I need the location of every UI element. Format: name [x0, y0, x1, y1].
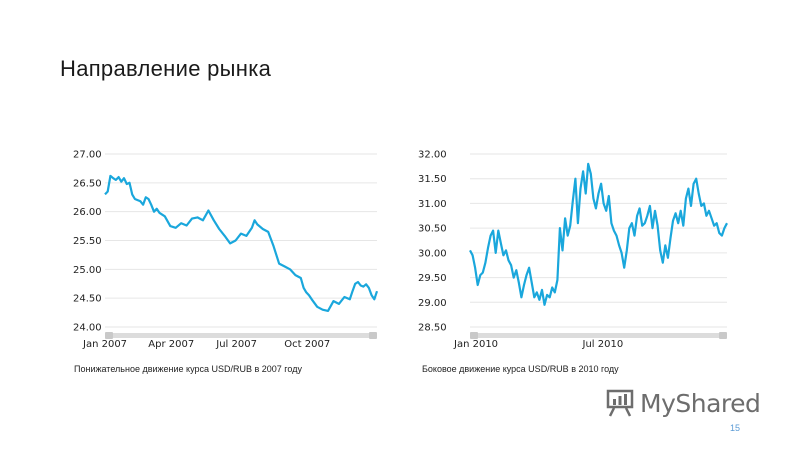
- y-tick-label: 25.50: [73, 236, 102, 247]
- y-tick-label: 28.50: [418, 323, 447, 334]
- chart-svg: 27.00 26.50 26.00 25.50 25.00 24.50 24.00 Jan 2…: [73, 150, 379, 350]
- navigator-handle-left: [470, 332, 478, 339]
- y-tick-label: 30.00: [418, 248, 447, 259]
- y-tick-label: 24.50: [73, 294, 102, 305]
- y-tick-label: 31.50: [418, 174, 447, 185]
- chart-caption-2010: Боковое движение курса USD/RUB в 2010 го…: [422, 364, 619, 374]
- navigator-handle-right: [369, 332, 377, 339]
- chart-usd-rub-2010: 32.00 31.50 31.00 30.50 30.00 29.50 29.00 28.50…: [410, 140, 735, 355]
- chart-navigator-bar: [105, 333, 377, 338]
- series-line: [104, 174, 379, 312]
- navigator-handle-left: [105, 332, 113, 339]
- series-line: [469, 162, 728, 306]
- chart-caption-2007: Понижательное движение курса USD/RUB в 2…: [74, 364, 302, 374]
- x-tick-label: Jan 2007: [82, 339, 127, 350]
- x-tick-label: Apr 2007: [148, 339, 194, 350]
- y-tick-label: 29.00: [418, 298, 447, 309]
- presentation-board-icon: [606, 388, 634, 418]
- brand-logo: MyShared: [606, 386, 766, 420]
- y-tick-label: 26.00: [73, 207, 102, 218]
- slide-title: Направление рынка: [60, 56, 272, 81]
- chart-svg: 32.00 31.50 31.00 30.50 30.00 29.50 29.00 28.50…: [418, 150, 728, 350]
- chart-navigator-bar: [470, 333, 727, 338]
- x-tick-label: Jul 2010: [582, 339, 624, 350]
- y-tick-label: 30.50: [418, 224, 447, 235]
- y-tick-label: 25.00: [73, 265, 102, 276]
- y-tick-label: 29.50: [418, 273, 447, 284]
- y-tick-label: 27.00: [73, 150, 102, 161]
- x-tick-label: Oct 2007: [284, 339, 330, 350]
- y-tick-label: 31.00: [418, 199, 447, 210]
- brand-name: MyShared: [640, 388, 761, 418]
- y-tick-label: 26.50: [73, 178, 102, 189]
- y-tick-label: 32.00: [418, 150, 447, 161]
- page-number: 15: [730, 423, 741, 433]
- x-tick-label: Jan 2010: [453, 339, 498, 350]
- y-tick-label: 24.00: [73, 323, 102, 334]
- chart-usd-rub-2007: 27.00 26.50 26.00 25.50 25.00 24.50 24.00 Jan 2…: [65, 140, 385, 355]
- navigator-handle-right: [719, 332, 727, 339]
- x-tick-label: Jul 2007: [215, 339, 257, 350]
